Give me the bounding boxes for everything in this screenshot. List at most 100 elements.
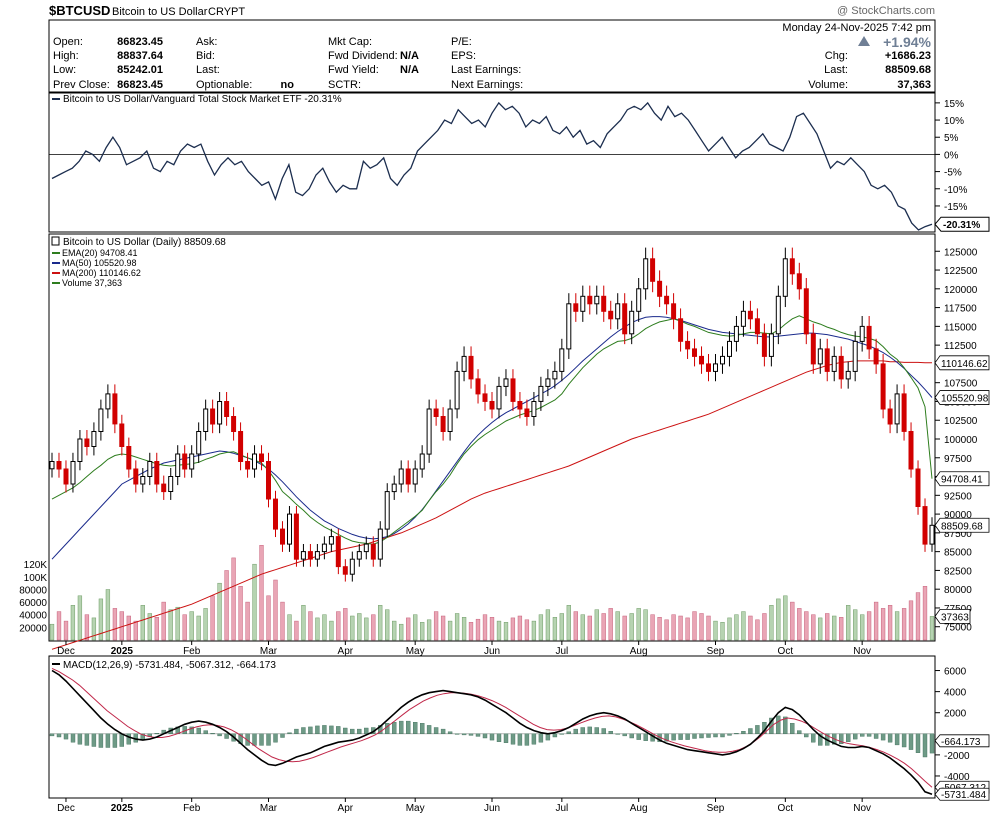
macd-histogram-bar [510,733,516,745]
candle [824,338,830,382]
candle [594,285,600,315]
candle [915,460,921,515]
macd-value-tag [934,787,990,801]
macd-histogram-bar [685,733,690,740]
candle-body [608,310,614,320]
volume-bar [922,586,928,641]
macd-histogram-bar [440,728,446,734]
candle [552,361,558,389]
x-tick-label: Nov [853,646,871,657]
candle [524,399,530,426]
volume-tick-label: 100K [24,573,48,584]
candle-body [266,461,271,500]
copyright: @ StockCharts.com [837,5,935,17]
volume-bar [322,614,327,641]
macd-histogram-bar [901,733,907,748]
candle-body [713,363,718,372]
macd-histogram-bar [671,733,676,741]
volume-bar [140,605,145,641]
candle-body [217,401,223,425]
symbol-name: Bitcoin to US Dollar [112,6,208,18]
x-tick-label: Dec [57,803,75,814]
candle [873,338,879,374]
volume-bar [880,608,886,641]
candle-body [810,333,816,365]
x-tick-label: Oct [778,646,794,657]
candle-body [601,295,607,312]
volume-bar [531,620,537,641]
candle [161,475,167,500]
candle-body [475,378,481,395]
macd-histogram-bar [552,733,558,738]
quote-label: Last Earnings: [451,64,521,76]
candle [775,285,781,345]
candle [601,285,607,322]
candle [280,521,285,552]
candle [49,452,55,478]
candle-body [678,318,684,342]
candle-body [587,295,593,305]
macd-histogram-bar [699,733,704,739]
candle [56,452,62,478]
candle [838,346,844,389]
candle [273,490,278,538]
candle-body [545,378,551,387]
macd-histogram-bar [664,733,669,742]
quote-value: 86823.45 [117,79,163,91]
y-tick-label: 92500 [944,491,972,502]
y-tick-label: 120000 [944,285,978,296]
candle [866,315,872,359]
candle [657,270,663,308]
volume-bar [252,563,257,641]
volume-bar [482,614,488,641]
quote-label: Low: [53,64,76,76]
candle-body [377,528,383,560]
quote-value: 85242.01 [117,64,163,76]
candle [398,460,404,493]
macd-histogram-bar [105,733,111,748]
x-tick-label: Mar [260,646,278,657]
candle [266,452,271,508]
candle-body [384,491,390,530]
macd-histogram-bar [580,727,585,735]
volume-tick-label: 60000 [19,598,47,609]
candle [91,422,97,456]
candle [175,445,181,486]
candle-body [77,438,83,462]
macd-histogram-bar [818,733,823,746]
candle [238,422,244,471]
volume-bar [804,611,809,641]
x-tick-label: Jul [555,646,568,657]
candle [154,452,160,493]
candle-body [126,446,132,470]
volume-bar [231,557,236,641]
candle-body [657,280,663,297]
macd-histogram-bar [783,716,788,735]
quote-value: 37,363 [897,79,931,91]
macd-histogram-bar [447,731,453,735]
last-price-label: 88509.68 [941,521,983,532]
volume-bar [70,605,76,641]
candle [482,384,488,411]
candle [496,376,502,419]
quote-label: High: [53,50,79,62]
volume-bar [762,613,767,641]
macd-panel-title: MACD(12,26,9) -5731.484, -5067.312, -664… [52,660,276,671]
chart-header: $BTCUSD Bitcoin to US Dollar CRYPT @ Sto… [48,3,936,93]
candle-body [559,348,565,372]
volume-bar [49,623,55,641]
candle [685,331,691,359]
candle [447,399,453,441]
macd-histogram-bar [392,722,397,735]
volume-bar [475,618,481,641]
macd-histogram-bar [846,733,851,742]
candle-body [419,453,425,470]
x-tick-label: Apr [338,803,354,814]
candle-body [831,355,837,372]
candle-body [789,258,795,275]
candle-body [412,468,418,485]
candle-legend-icon [51,236,60,246]
macd-histogram-bar [357,728,362,734]
candle-body [161,483,167,493]
volume-bar [783,595,788,641]
